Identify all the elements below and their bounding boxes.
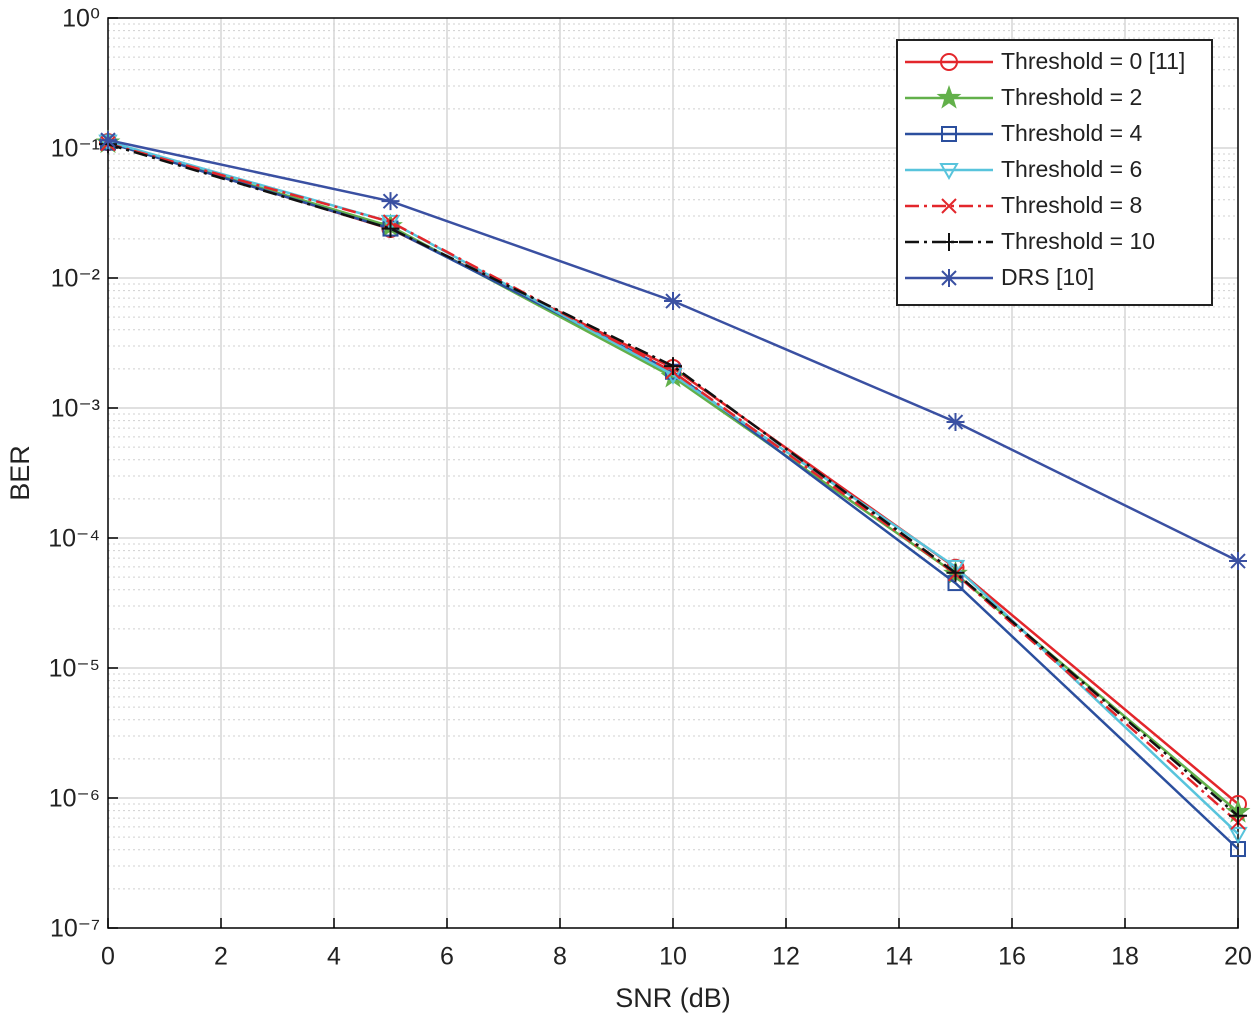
- legend-marker: [940, 269, 958, 287]
- marker: [946, 413, 965, 432]
- marker: [1229, 552, 1247, 571]
- y-axis-title: BER: [5, 445, 35, 501]
- y-tick-label: 10⁻⁷: [50, 915, 100, 943]
- marker: [99, 131, 117, 150]
- x-tick-label: 14: [885, 943, 913, 971]
- y-tick-label: 10⁻¹: [51, 135, 100, 163]
- legend-label: Threshold = 8: [1001, 192, 1142, 218]
- marker: [946, 563, 965, 582]
- y-tick-label: 10⁰: [62, 5, 100, 33]
- legend-marker: [940, 53, 958, 71]
- legend-label: Threshold = 4: [1001, 120, 1142, 146]
- marker: [1229, 806, 1247, 825]
- x-tick-label: 6: [440, 943, 454, 971]
- x-tick-label: 2: [214, 943, 228, 971]
- y-tick-label: 10⁻³: [51, 395, 100, 423]
- plot-frame: [107, 17, 1239, 929]
- x-axis-title: SNR (dB): [615, 983, 731, 1013]
- series-line: [107, 142, 1239, 824]
- marker: [1228, 826, 1248, 844]
- legend-label: Threshold = 10: [1001, 228, 1155, 254]
- legend-label: DRS [10]: [1001, 264, 1094, 290]
- y-tick-label: 10⁻⁶: [49, 785, 100, 813]
- legend-marker: [941, 198, 957, 214]
- legend-marker: [936, 84, 962, 109]
- series-line: [107, 143, 1239, 817]
- x-tick-label: 0: [101, 943, 115, 971]
- y-tick-label: 10⁻⁴: [48, 525, 100, 553]
- marker: [664, 292, 682, 311]
- marker: [381, 192, 400, 211]
- legend-label: Threshold = 6: [1001, 156, 1142, 182]
- x-tick-label: 12: [772, 943, 800, 971]
- marker: [664, 357, 682, 376]
- legend-label: Threshold = 2: [1001, 84, 1142, 110]
- legend-marker: [940, 233, 958, 251]
- legend-marker: [941, 126, 957, 142]
- legend-box: [896, 39, 1213, 306]
- marker: [381, 219, 400, 238]
- legend-label: Threshold = 0 [11]: [1001, 48, 1185, 74]
- legend-marker: [939, 163, 959, 181]
- x-tick-label: 8: [553, 943, 567, 971]
- x-tick-label: 4: [327, 943, 341, 971]
- y-tick-label: 10⁻⁵: [49, 655, 100, 683]
- marker: [945, 559, 966, 577]
- x-tick-label: 20: [1224, 943, 1252, 971]
- x-tick-label: 18: [1111, 943, 1139, 971]
- x-tick-label: 10: [659, 943, 687, 971]
- y-tick-label: 10⁻²: [51, 265, 100, 293]
- x-tick-label: 16: [998, 943, 1026, 971]
